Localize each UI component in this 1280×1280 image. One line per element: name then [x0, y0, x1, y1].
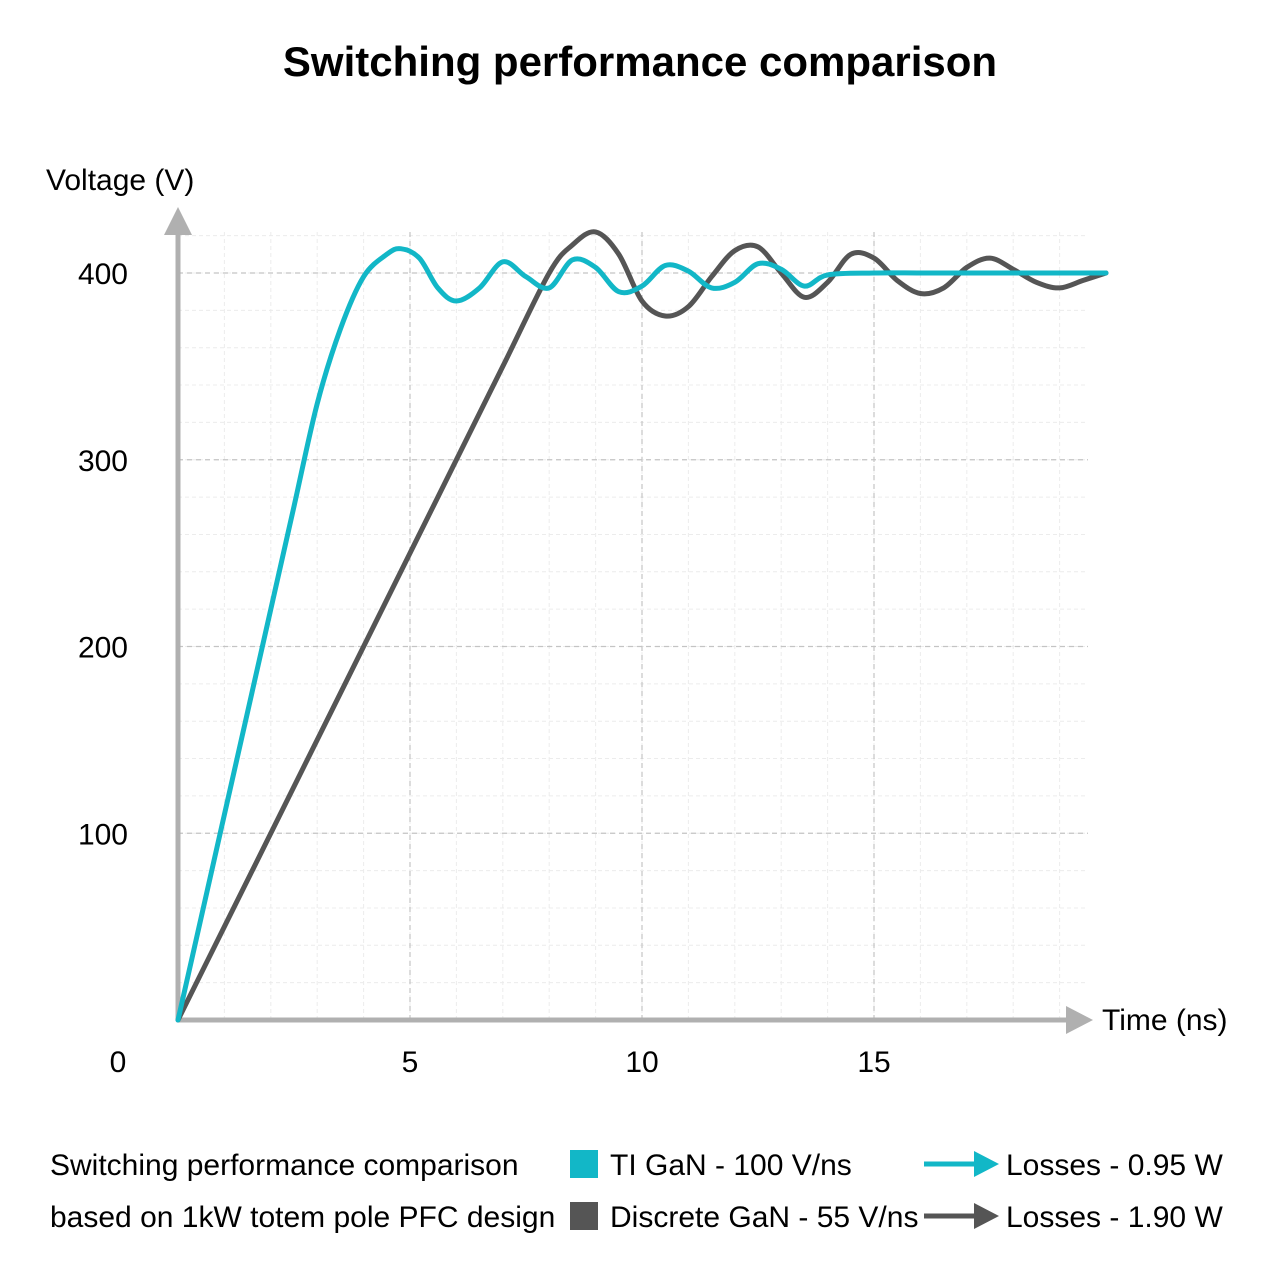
footnote-line-1: Switching performance comparison	[50, 1149, 519, 1182]
minor-grid	[178, 232, 1088, 1020]
y-tick-label: 300	[78, 445, 128, 478]
arrow-right-icon	[924, 1151, 999, 1177]
y-axis-arrow-icon	[164, 207, 192, 235]
losses-legend: Losses - 0.95 W Losses - 1.90 W	[924, 1149, 1223, 1234]
x-axis-label: Time (ns)	[1102, 1004, 1228, 1037]
series-line-ti-gan	[175, 246, 1109, 1023]
x-tick-label: 15	[857, 1046, 890, 1079]
losses-label-discrete-gan: Losses - 1.90 W	[1006, 1201, 1223, 1234]
x-axis-arrow-icon	[1066, 1006, 1093, 1034]
x-tick-label: 5	[402, 1046, 419, 1079]
axes	[164, 207, 1093, 1034]
major-grid	[178, 232, 1088, 1020]
x-tick-label: 0	[110, 1046, 127, 1079]
series-lines	[175, 229, 1109, 1023]
x-tick-labels: 0 5 10 15	[110, 1046, 891, 1079]
legend: TI GaN - 100 V/ns Discrete GaN - 55 V/ns	[570, 1149, 918, 1234]
y-tick-labels: 100 200 300 400	[78, 258, 128, 851]
y-tick-label: 100	[78, 818, 128, 851]
footnote-line-2: based on 1kW totem pole PFC design	[50, 1201, 555, 1234]
y-axis-label: Voltage (V)	[46, 164, 194, 197]
arrow-right-icon	[924, 1203, 999, 1229]
legend-swatch-discrete-gan	[570, 1202, 598, 1230]
y-tick-label: 400	[78, 258, 128, 291]
series-line-discrete-gan	[175, 229, 1109, 1023]
y-tick-label: 200	[78, 632, 128, 665]
legend-label-discrete-gan: Discrete GaN - 55 V/ns	[610, 1201, 918, 1234]
losses-label-ti-gan: Losses - 0.95 W	[1006, 1149, 1223, 1182]
x-tick-label: 10	[625, 1046, 658, 1079]
legend-swatch-ti-gan	[570, 1150, 598, 1178]
chart-title: Switching performance comparison	[283, 38, 997, 85]
legend-label-ti-gan: TI GaN - 100 V/ns	[610, 1149, 852, 1182]
